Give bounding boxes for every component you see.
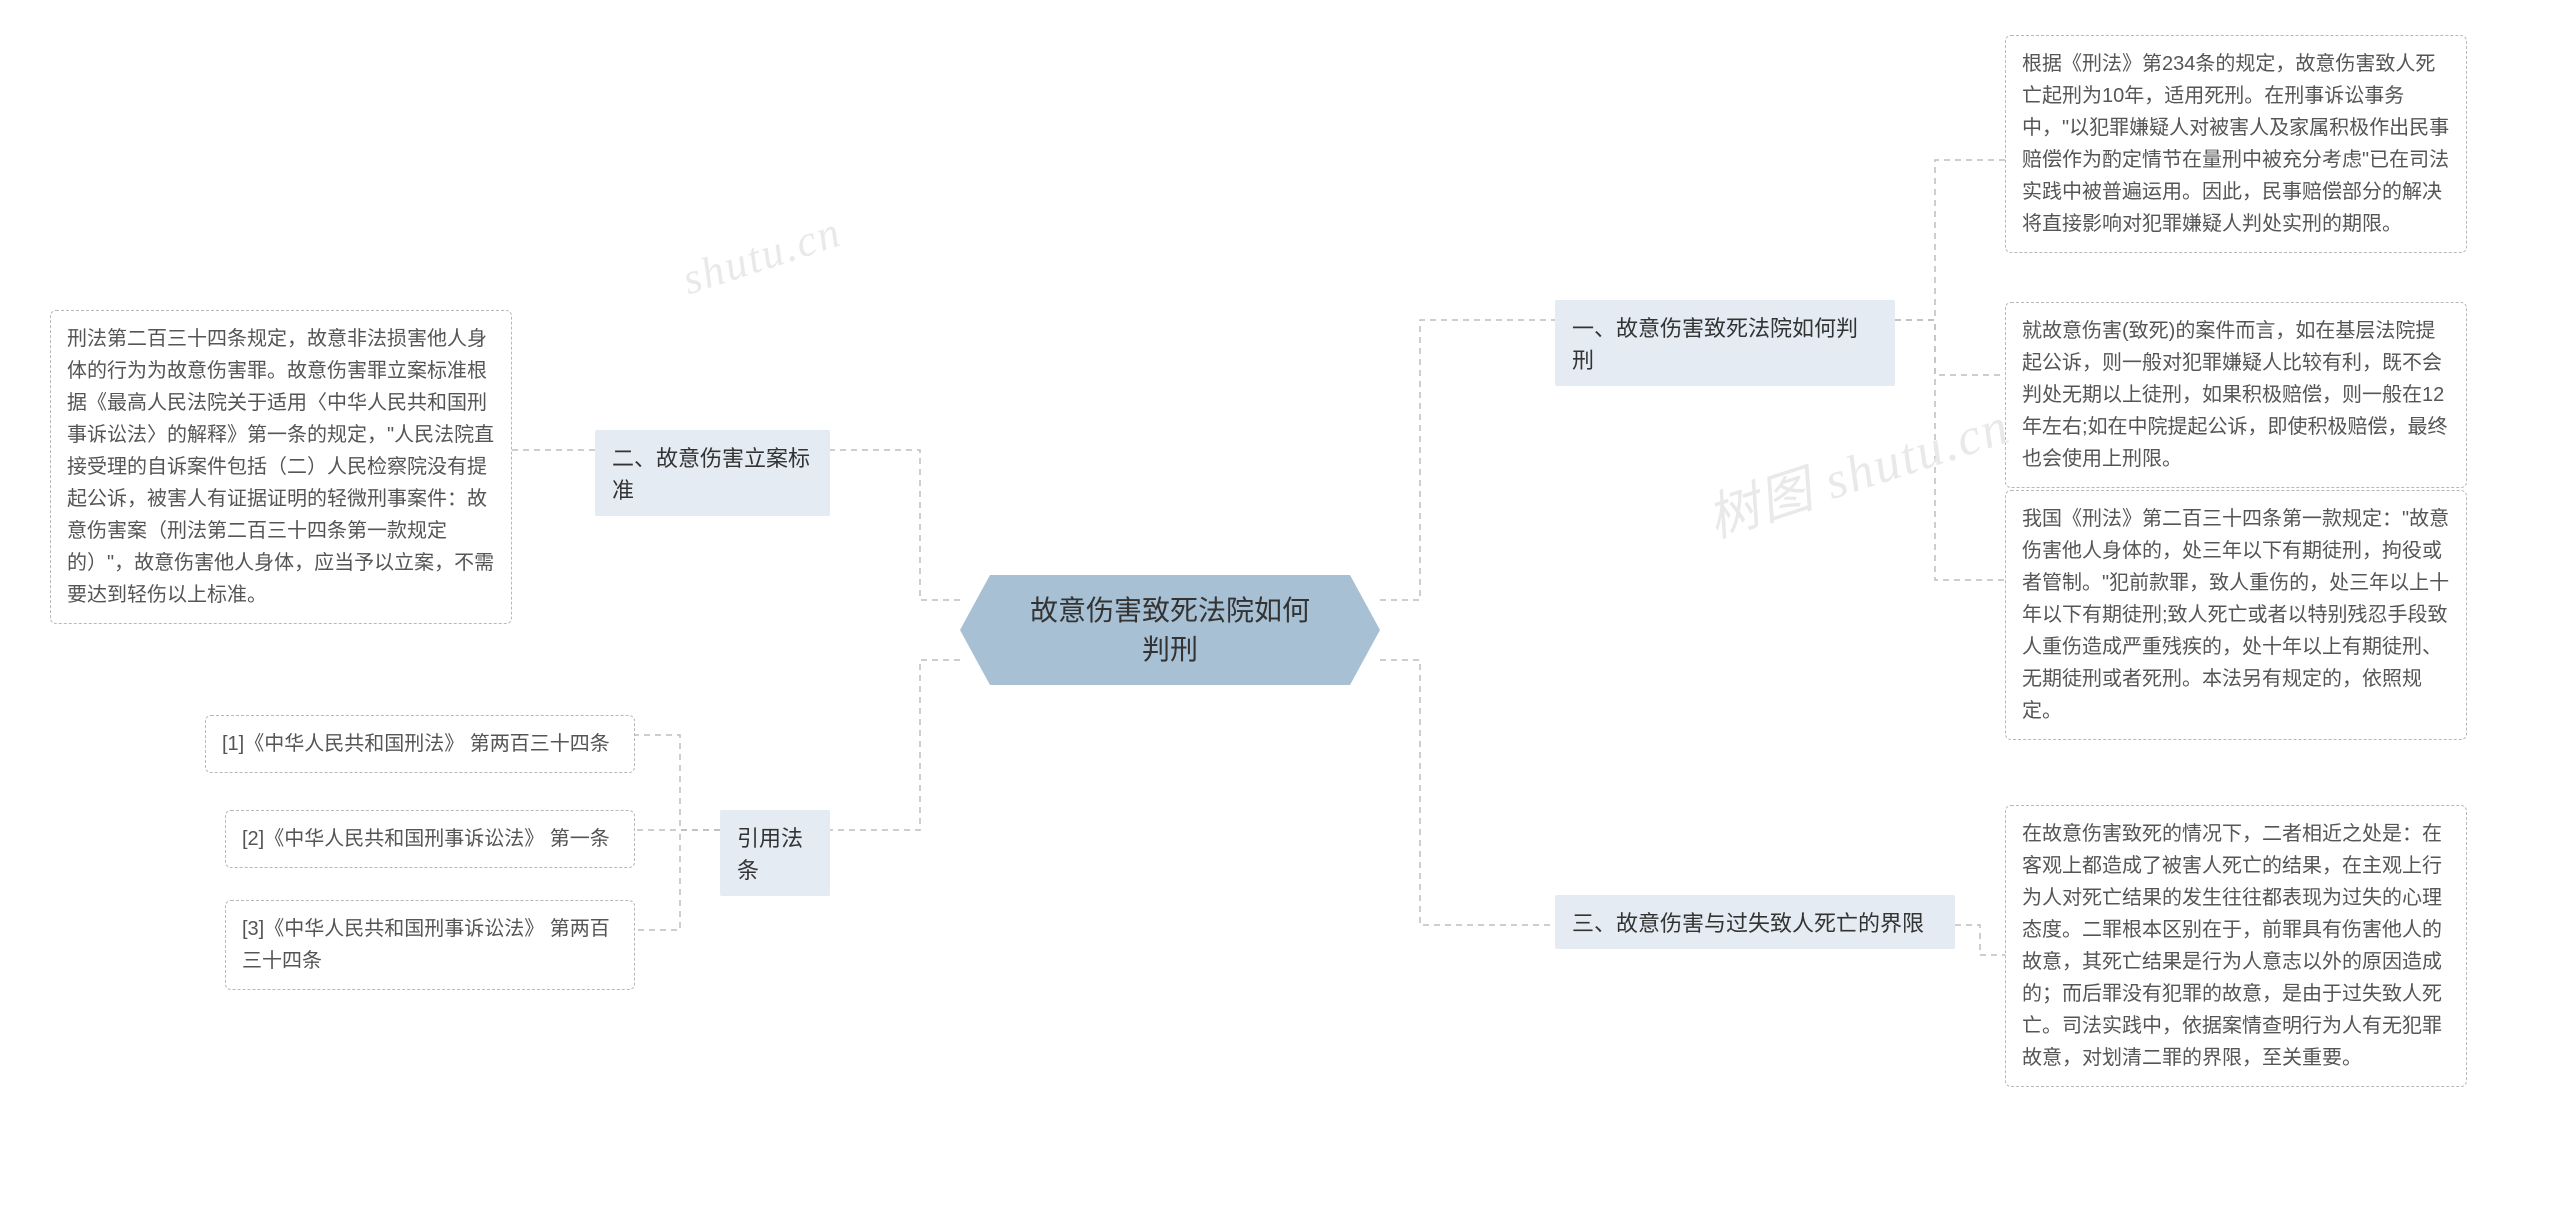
leaf-text: 在故意伤害致死的情况下，二者相近之处是：在客观上都造成了被害人死亡的结果，在主观…: [2022, 823, 2442, 1069]
leaf-left-ref-3: [3]《中华人民共和国刑事诉讼法》 第两百三十四条: [225, 900, 635, 990]
branch-label: 三、故意伤害与过失致人死亡的界限: [1572, 911, 1924, 936]
branch-label: 二、故意伤害立案标准: [612, 446, 810, 503]
leaf-text: [2]《中华人民共和国刑事诉讼法》 第一条: [242, 828, 610, 850]
leaf-right-1-c: 我国《刑法》第二百三十四条第一款规定："故意伤害他人身体的，处三年以下有期徒刑，…: [2005, 490, 2467, 740]
leaf-text: 刑法第二百三十四条规定，故意非法损害他人身体的行为为故意伤害罪。故意伤害罪立案标…: [67, 328, 494, 606]
leaf-right-1-b: 就故意伤害(致死)的案件而言，如在基层法院提起公诉，则一般对犯罪嫌疑人比较有利，…: [2005, 302, 2467, 488]
leaf-right-3-a: 在故意伤害致死的情况下，二者相近之处是：在客观上都造成了被害人死亡的结果，在主观…: [2005, 805, 2467, 1087]
leaf-text: 根据《刑法》第234条的规定，故意伤害致人死亡起刑为10年，适用死刑。在刑事诉讼…: [2022, 53, 2449, 235]
center-label: 故意伤害致死法院如何判刑: [1020, 591, 1320, 669]
center-node: 故意伤害致死法院如何判刑: [990, 575, 1350, 685]
leaf-right-1-a: 根据《刑法》第234条的规定，故意伤害致人死亡起刑为10年，适用死刑。在刑事诉讼…: [2005, 35, 2467, 253]
branch-right-1: 一、故意伤害致死法院如何判刑: [1555, 300, 1895, 386]
leaf-text: [1]《中华人民共和国刑法》 第两百三十四条: [222, 733, 610, 755]
branch-left-ref: 引用法条: [720, 810, 830, 896]
branch-left-2: 二、故意伤害立案标准: [595, 430, 830, 516]
branch-right-3: 三、故意伤害与过失致人死亡的界限: [1555, 895, 1955, 949]
branch-label: 一、故意伤害致死法院如何判刑: [1572, 316, 1858, 373]
leaf-left-2-a: 刑法第二百三十四条规定，故意非法损害他人身体的行为为故意伤害罪。故意伤害罪立案标…: [50, 310, 512, 624]
leaf-left-ref-2: [2]《中华人民共和国刑事诉讼法》 第一条: [225, 810, 635, 868]
leaf-text: [3]《中华人民共和国刑事诉讼法》 第两百三十四条: [242, 918, 610, 972]
branch-label: 引用法条: [737, 826, 803, 883]
leaf-text: 就故意伤害(致死)的案件而言，如在基层法院提起公诉，则一般对犯罪嫌疑人比较有利，…: [2022, 320, 2448, 470]
leaf-text: 我国《刑法》第二百三十四条第一款规定："故意伤害他人身体的，处三年以下有期徒刑，…: [2022, 508, 2449, 722]
leaf-left-ref-1: [1]《中华人民共和国刑法》 第两百三十四条: [205, 715, 635, 773]
